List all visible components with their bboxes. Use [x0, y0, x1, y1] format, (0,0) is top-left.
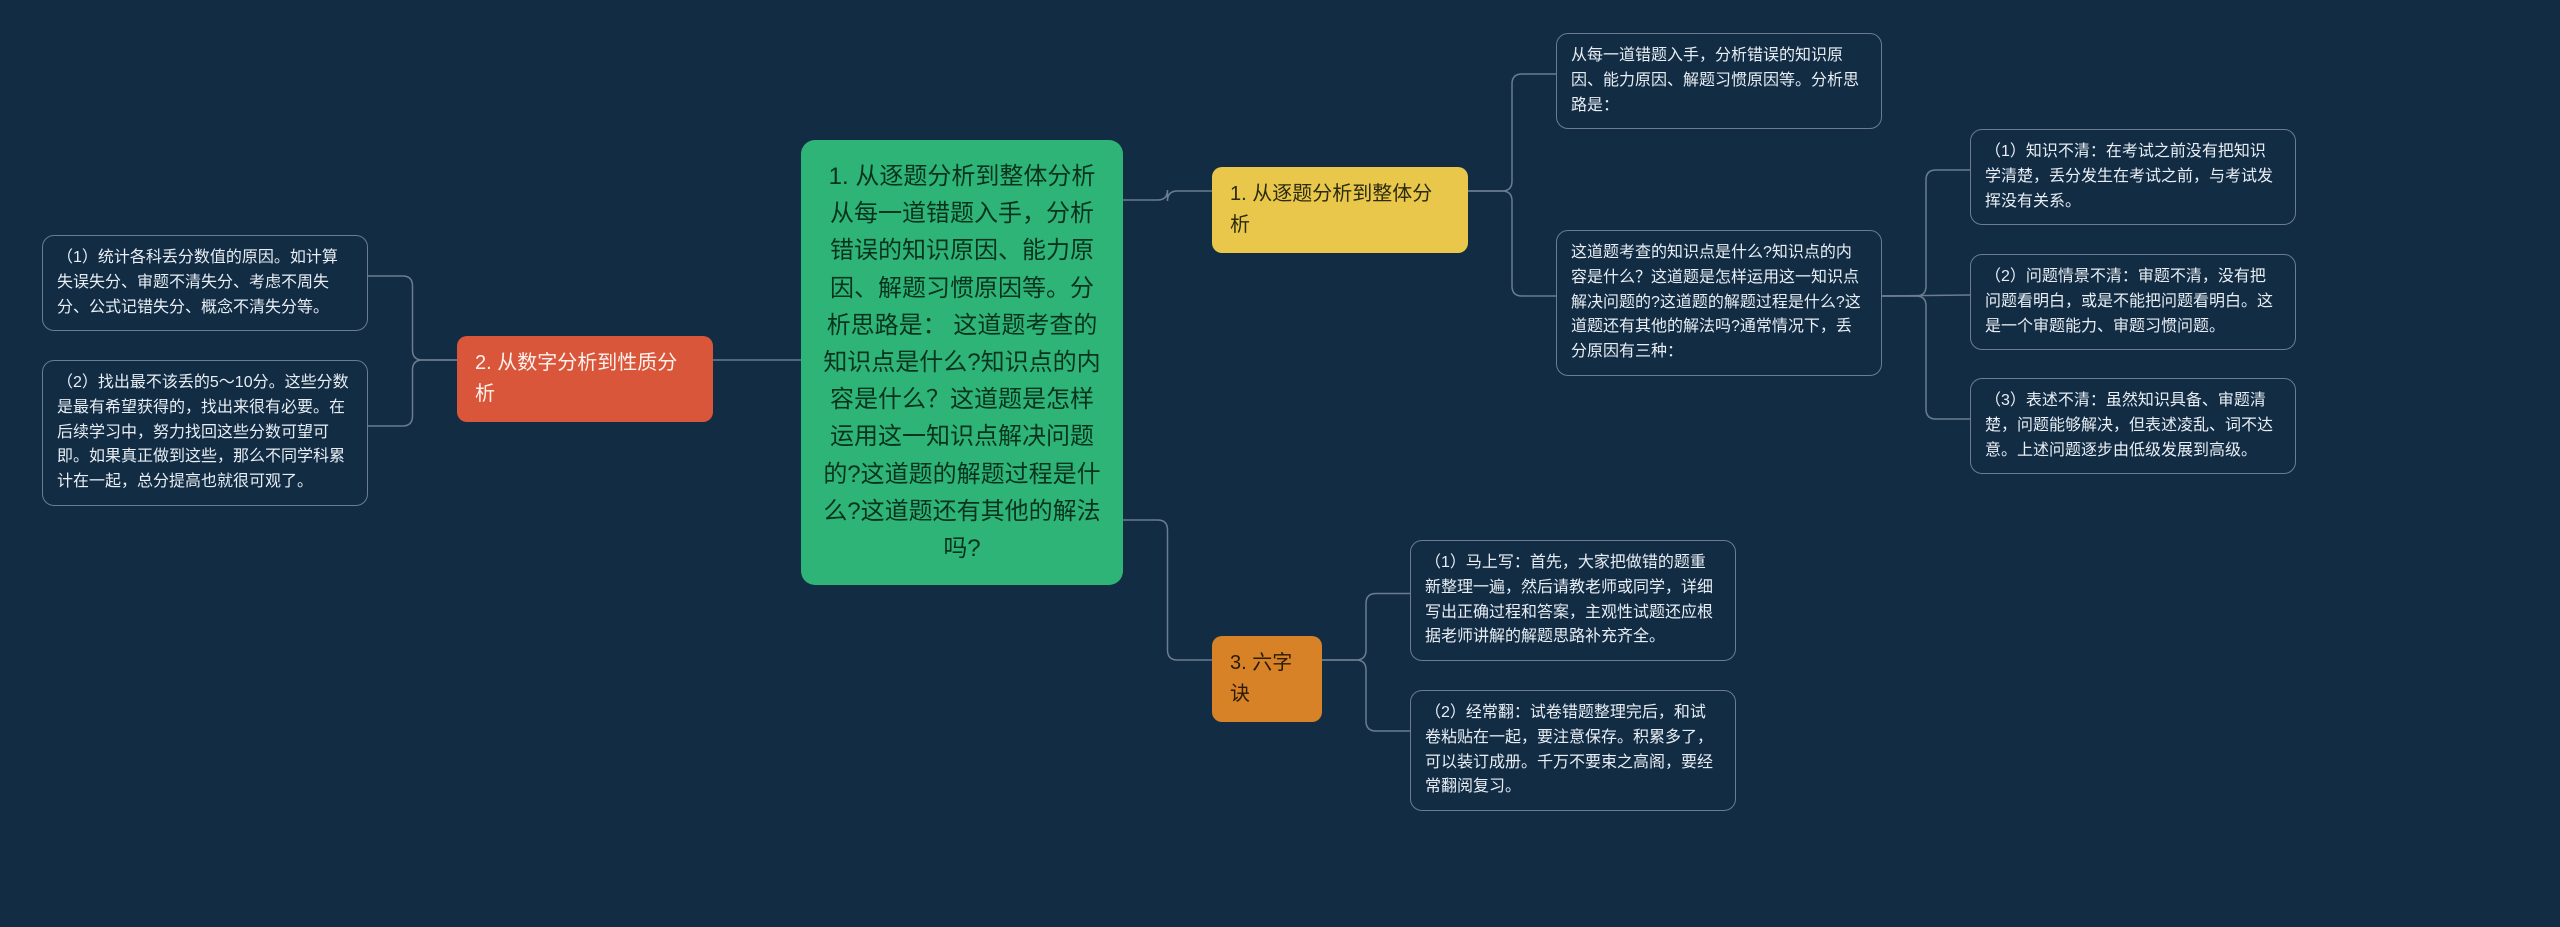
connector: [1882, 295, 1970, 296]
connector: [1882, 170, 1970, 296]
connector: [368, 360, 457, 426]
root-node: 1. 从逐题分析到整体分析 从每一道错题入手，分析错误的知识原因、能力原因、解题…: [801, 140, 1123, 585]
connector: [1322, 594, 1410, 661]
b1c2c: （3）表述不清：虽然知识具备、审题清楚，问题能够解决，但表述凌乱、词不达意。上述…: [1970, 378, 2296, 474]
b2: 2. 从数字分析到性质分析: [457, 336, 713, 422]
b1c1: 从每一道错题入手，分析错误的知识原因、能力原因、解题习惯原因等。分析思路是：: [1556, 33, 1882, 129]
b3c1: （1）马上写：首先，大家把做错的题重新整理一遍，然后请教老师或同学，详细写出正确…: [1410, 540, 1736, 661]
connector: [1123, 190, 1212, 201]
connector: [1468, 74, 1556, 191]
b1c2b: （2）问题情景不清：审题不清，没有把问题看明白，或是不能把问题看明白。这是一个审…: [1970, 254, 2296, 350]
b1c2a: （1）知识不清：在考试之前没有把知识学清楚，丢分发生在考试之前，与考试发挥没有关…: [1970, 129, 2296, 225]
b3: 3. 六字诀: [1212, 636, 1322, 722]
connector: [1123, 520, 1212, 660]
connector: [1882, 296, 1970, 419]
b2c1: （1）统计各科丢分数值的原因。如计算失误失分、审题不清失分、考虑不周失分、公式记…: [42, 235, 368, 331]
b1: 1. 从逐题分析到整体分析: [1212, 167, 1468, 253]
connector: [1322, 660, 1410, 731]
b3c2: （2）经常翻：试卷错题整理完后，和试卷粘贴在一起，要注意保存。积累多了，可以装订…: [1410, 690, 1736, 811]
b1c2: 这道题考查的知识点是什么?知识点的内容是什么？这道题是怎样运用这一知识点解决问题…: [1556, 230, 1882, 376]
connector: [1468, 191, 1556, 296]
b2c2: （2）找出最不该丢的5～10分。这些分数是最有希望获得的，找出来很有必要。在后续…: [42, 360, 368, 506]
connector: [368, 276, 457, 360]
